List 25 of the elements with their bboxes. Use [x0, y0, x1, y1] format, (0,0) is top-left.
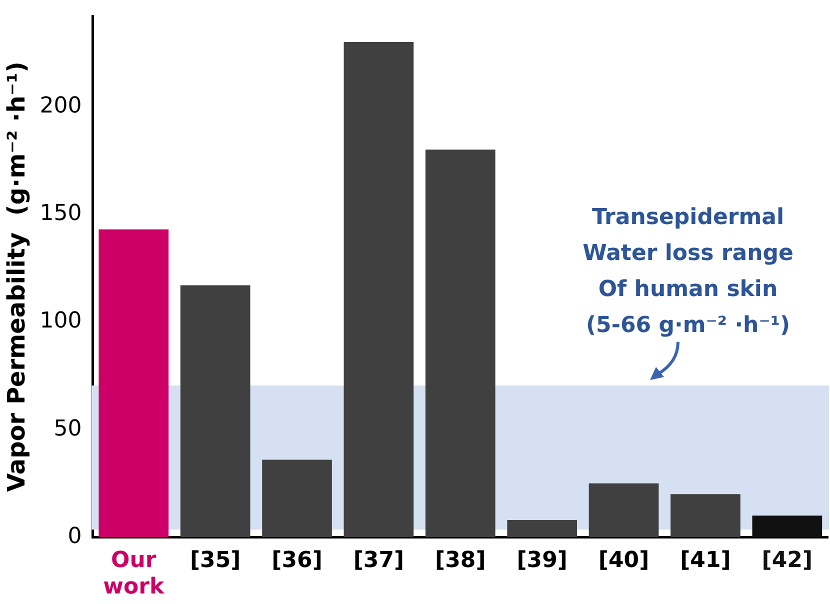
x-tick-label: [39] — [516, 548, 568, 574]
band-label: Transepidermal Water loss range Of human skin (5-66 g·m⁻² ·h⁻¹) — [582, 205, 794, 338]
bar — [262, 460, 332, 538]
bar — [507, 520, 578, 538]
y-tick-label: 150 — [40, 200, 82, 226]
y-tick-label: 100 — [40, 308, 82, 334]
bar — [98, 229, 169, 538]
x-tick-label: [40] — [598, 548, 650, 574]
x-tick-label: [41] — [680, 548, 731, 574]
y-tick-label: 50 — [54, 416, 82, 442]
y-tick-label: 200 — [40, 93, 82, 118]
x-tick-label: [42] — [762, 548, 813, 574]
bar — [670, 494, 740, 538]
bar — [344, 42, 414, 538]
bar — [180, 285, 250, 538]
bar — [588, 483, 659, 538]
bar — [425, 150, 496, 538]
x-tick-label: [38] — [435, 548, 486, 574]
y-axis-title: Vapor Permeability (g·m⁻² ·h⁻¹) — [2, 62, 31, 492]
x-tick-label: [37] — [353, 548, 404, 574]
x-tick-label: Our work — [103, 548, 166, 600]
x-tick-label: [36] — [272, 548, 322, 574]
x-tick-label: [35] — [190, 548, 241, 574]
y-tick-label: 0 — [68, 524, 82, 549]
bar — [752, 516, 822, 538]
